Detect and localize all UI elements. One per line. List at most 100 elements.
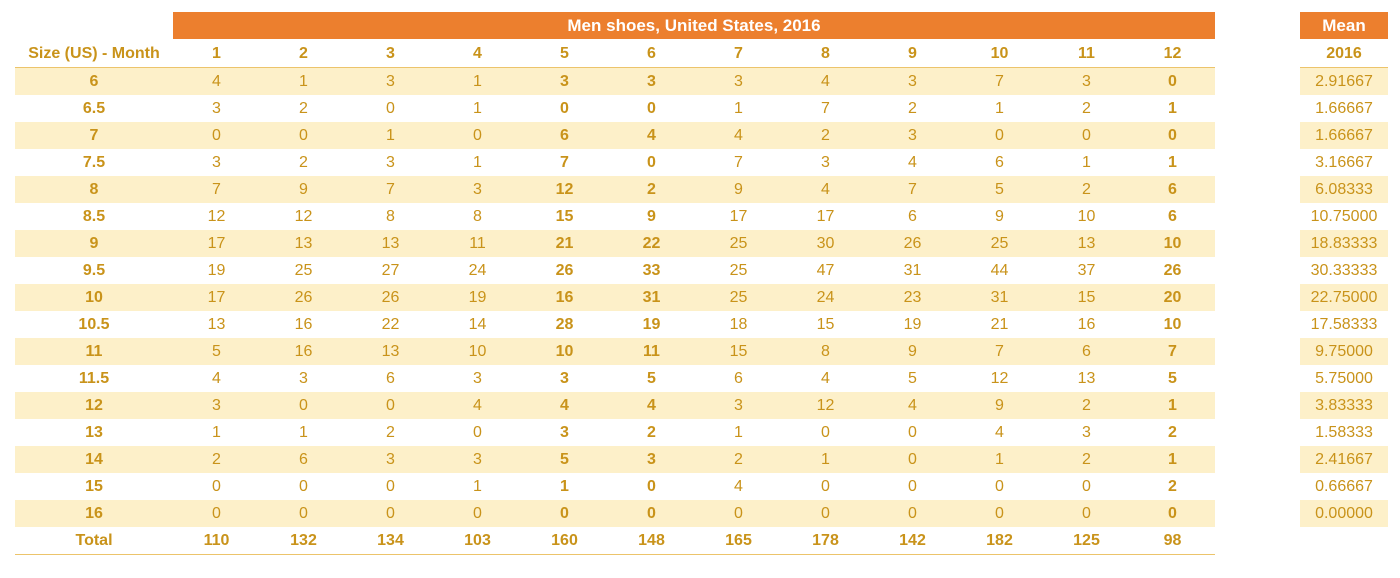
value-cell: 2: [1168, 478, 1177, 495]
size-cell: 16: [15, 500, 173, 527]
value-cell: 6: [908, 208, 917, 225]
value-cell: 1: [734, 424, 743, 441]
total-cell: 110: [173, 527, 260, 555]
value-cell: 25: [294, 262, 313, 279]
value-cell: 4: [212, 370, 221, 387]
value-cell: 11: [434, 230, 521, 257]
value-cell: 2: [782, 122, 869, 149]
value-cell: 31: [608, 284, 695, 311]
value-cell: 10: [1077, 208, 1096, 225]
value-cell: 8: [782, 338, 869, 365]
value-cell: 26: [555, 262, 574, 279]
mean-row: 3.16667: [1300, 149, 1388, 176]
value-cell: 18: [729, 316, 748, 333]
mean-row: 10.75000: [1300, 203, 1388, 230]
mean-cell: 0.66667: [1315, 478, 1373, 495]
value-cell: 6: [1168, 208, 1177, 225]
value-cell: 12: [782, 392, 869, 419]
table-row: 11 5 16 13 10 10 11 15 8 9 7 6 7: [15, 338, 1215, 365]
value-cell: 3: [608, 446, 695, 473]
value-cell: 21: [521, 230, 608, 257]
value-cell: 0: [260, 392, 347, 419]
value-cell: 19: [434, 284, 521, 311]
value-cell: 9: [260, 176, 347, 203]
value-cell: 3: [386, 154, 395, 171]
mean-cell: 3.16667: [1315, 154, 1373, 171]
mean-cell: 10.75000: [1310, 208, 1378, 225]
mean-row: 1.66667: [1300, 122, 1388, 149]
value-cell: 16: [294, 316, 313, 333]
value-cell: 3: [695, 392, 782, 419]
value-cell: 15: [555, 208, 574, 225]
month-header: 2: [260, 40, 347, 68]
value-cell: 4: [995, 424, 1004, 441]
value-cell: 9: [647, 208, 656, 225]
total-cell: 148: [608, 527, 695, 555]
value-cell: 4: [695, 122, 782, 149]
value-cell: 3: [473, 370, 482, 387]
value-cell: 1: [782, 446, 869, 473]
value-cell: 1: [1168, 154, 1177, 171]
value-cell: 3: [212, 100, 221, 117]
table-row: 11.5 4 3 6 3 3 5 6 4 5 12 13 5: [15, 365, 1215, 392]
value-cell: 0: [647, 478, 656, 495]
value-cell: 15: [695, 338, 782, 365]
value-cell: 1: [473, 100, 482, 117]
value-cell: 3: [434, 446, 521, 473]
table-row: 13 1 1 2 0 3 2 1 0 0 4 3 2: [15, 419, 1215, 446]
value-cell: 31: [956, 284, 1043, 311]
value-cell: 6: [521, 122, 608, 149]
value-cell: 2: [173, 446, 260, 473]
value-cell: 1: [560, 478, 569, 495]
value-cell: 25: [729, 262, 748, 279]
value-cell: 5: [647, 370, 656, 387]
value-cell: 2: [1043, 176, 1130, 203]
value-cell: 26: [347, 284, 434, 311]
mean-cell: 6.08333: [1300, 176, 1388, 203]
mean-row: 1.58333: [1300, 419, 1388, 446]
month-header: 3: [347, 40, 434, 68]
value-cell: 10: [434, 338, 521, 365]
value-cell: 4: [608, 122, 695, 149]
total-cell: 165: [695, 527, 782, 555]
value-cell: 0: [956, 500, 1043, 527]
value-cell: 0: [647, 154, 656, 171]
month-header: 1: [173, 40, 260, 68]
value-cell: 21: [990, 316, 1009, 333]
table-row: 15 0 0 0 1 1 0 4 0 0 0 0 2: [15, 473, 1215, 500]
value-cell: 17: [816, 208, 835, 225]
size-cell: 9: [15, 230, 173, 257]
total-label: Total: [15, 527, 173, 555]
value-cell: 7: [560, 154, 569, 171]
value-cell: 4: [521, 392, 608, 419]
value-cell: 6: [995, 154, 1004, 171]
value-cell: 8: [386, 208, 395, 225]
mean-cell: 9.75000: [1300, 338, 1388, 365]
size-cell: 8: [15, 176, 173, 203]
value-cell: 20: [1130, 284, 1215, 311]
mean-cell: 0.00000: [1300, 500, 1388, 527]
total-row: Total 110 132 134 103 160 148 165 178 142 182 125 9…: [15, 527, 1215, 555]
value-cell: 19: [207, 262, 226, 279]
value-cell: 4: [782, 67, 869, 95]
value-cell: 3: [695, 67, 782, 95]
value-cell: 7: [821, 100, 830, 117]
value-cell: 1: [212, 424, 221, 441]
value-cell: 1: [473, 154, 482, 171]
value-cell: 7: [956, 338, 1043, 365]
value-cell: 3: [212, 154, 221, 171]
value-cell: 6: [1130, 176, 1215, 203]
value-cell: 4: [782, 176, 869, 203]
value-cell: 28: [555, 316, 574, 333]
value-cell: 3: [560, 424, 569, 441]
value-cell: 0: [260, 500, 347, 527]
value-cell: 10: [521, 338, 608, 365]
size-cell: 12: [15, 392, 173, 419]
mean-header-row: 2016: [1300, 40, 1388, 68]
value-cell: 2: [908, 100, 917, 117]
table-row: 10 17 26 26 19 16 31 25 24 23 31 15 20: [15, 284, 1215, 311]
mean-row: 3.83333: [1300, 392, 1388, 419]
value-cell: 10: [1130, 230, 1215, 257]
value-cell: 0: [869, 446, 956, 473]
